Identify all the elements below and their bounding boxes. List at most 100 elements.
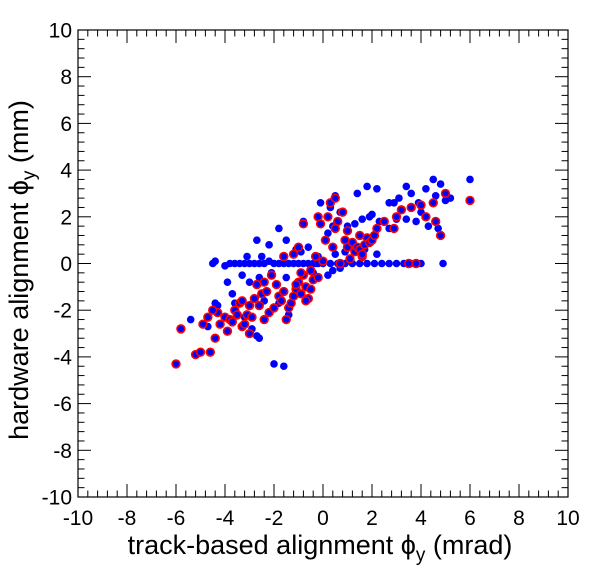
data-point	[335, 258, 345, 269]
data-point	[254, 300, 264, 311]
data-point	[176, 324, 186, 334]
data-point	[391, 212, 402, 222]
data-point	[407, 189, 416, 198]
data-point	[222, 326, 233, 336]
y-tick-label: -2	[53, 300, 72, 323]
data-point	[402, 215, 411, 223]
x-tick-label: 0	[317, 507, 329, 530]
data-point	[279, 286, 289, 297]
data-point	[238, 271, 246, 279]
data-point	[465, 195, 475, 206]
y-tick-label: 2	[60, 206, 72, 229]
data-point	[373, 184, 381, 193]
x-tick-label: -10	[63, 507, 93, 530]
data-point	[275, 224, 283, 233]
data-point	[412, 217, 420, 226]
plot-frame	[77, 29, 569, 498]
data-point	[253, 236, 261, 244]
x-axis-title: track-based alignment ϕy (mrad)	[128, 530, 513, 566]
data-point	[355, 230, 365, 241]
data-point	[280, 362, 288, 371]
data-point	[243, 252, 251, 261]
data-point	[210, 333, 220, 343]
y-axis-title: hardware alignment ϕy (mm)	[4, 100, 40, 440]
x-tick-label: 2	[366, 507, 378, 530]
data-point	[424, 222, 433, 230]
data-point	[281, 314, 291, 325]
data-point	[411, 258, 421, 269]
data-point	[211, 257, 219, 265]
data-point	[365, 213, 374, 221]
x-tick-label: -6	[167, 507, 186, 530]
data-point	[323, 212, 333, 222]
data-point	[223, 278, 232, 286]
data-point	[396, 205, 407, 215]
data-point	[269, 303, 279, 313]
data-point	[215, 319, 225, 329]
data-point	[237, 296, 247, 306]
y-tick-label: 4	[60, 160, 72, 183]
data-point	[227, 317, 238, 327]
data-point	[428, 198, 438, 208]
data-point	[392, 259, 401, 268]
data-point	[293, 242, 304, 252]
data-point	[421, 212, 431, 222]
data-point	[205, 347, 216, 357]
data-point	[429, 175, 438, 184]
data-point	[316, 198, 325, 207]
data-point	[261, 286, 272, 297]
data-point	[271, 279, 282, 290]
data-point	[439, 259, 447, 268]
data-point	[265, 241, 273, 249]
data-point	[378, 259, 386, 268]
data-point	[389, 223, 399, 234]
data-point	[402, 182, 411, 191]
data-point	[255, 334, 264, 343]
x-tick-label: -4	[216, 507, 235, 530]
y-tick-label: -10	[42, 487, 72, 510]
data-point	[208, 305, 218, 315]
data-point	[315, 219, 326, 229]
data-point	[245, 278, 254, 286]
data-point	[385, 259, 393, 268]
data-points	[171, 175, 475, 371]
y-tick-label: 10	[49, 20, 72, 43]
x-tick-label: 6	[464, 507, 476, 530]
x-tick-label: -2	[265, 507, 284, 530]
data-point	[306, 265, 316, 276]
y-tick-label: 6	[60, 113, 72, 136]
axis-ticks	[77, 29, 569, 498]
data-point	[228, 290, 237, 298]
data-point	[353, 189, 362, 198]
data-point	[416, 200, 426, 210]
data-point	[370, 259, 379, 268]
data-point	[342, 226, 353, 236]
data-point	[363, 259, 371, 268]
y-tick-label: 0	[60, 253, 72, 276]
data-point	[431, 191, 440, 200]
data-point	[244, 300, 255, 311]
x-tick-label: -8	[118, 507, 137, 530]
data-point	[351, 220, 359, 228]
x-tick-label: 8	[513, 507, 525, 530]
y-tick-label: -8	[53, 440, 72, 463]
data-point	[440, 188, 451, 199]
data-point	[298, 219, 309, 229]
data-point	[318, 256, 328, 266]
data-point	[422, 184, 430, 193]
data-point	[328, 242, 338, 252]
data-point	[282, 273, 291, 282]
data-point	[288, 249, 299, 259]
data-point	[372, 223, 382, 234]
x-tick-label: 10	[556, 507, 579, 530]
data-point	[257, 252, 266, 261]
data-point	[363, 182, 371, 191]
data-point	[249, 293, 260, 304]
data-point	[390, 198, 398, 207]
data-point	[244, 328, 255, 339]
data-point	[239, 319, 250, 329]
data-point	[395, 194, 403, 202]
data-point	[436, 180, 445, 188]
data-point	[171, 359, 181, 369]
